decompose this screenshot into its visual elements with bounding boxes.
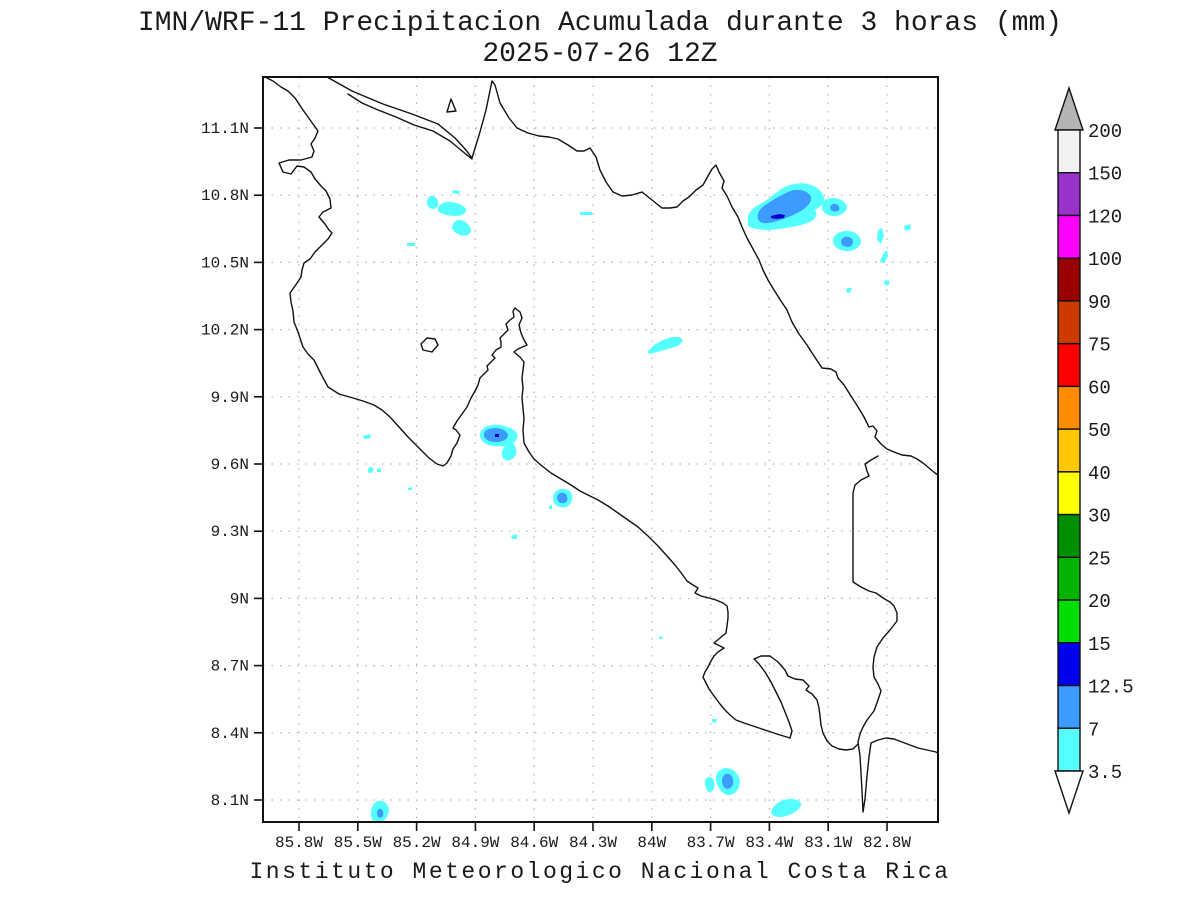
colorbar: 200 150 120 100 90 75 60 50 40 30 25 20 15 12.5 7 3.5 <box>1054 85 1134 816</box>
colorbar-label: 120 <box>1088 206 1122 228</box>
precip-cells-7-12.5mm <box>377 189 853 818</box>
colorbar-segment <box>1057 214 1081 259</box>
y-axis-label: 10.2N <box>201 322 249 340</box>
axis-layer: 85.8W 85.5W 85.2W 84.9W 84.6W 84.3W 84W 83.7W 83… <box>201 120 911 852</box>
colorbar-segment <box>1057 471 1081 516</box>
x-axis-label: 85.2W <box>393 834 441 852</box>
colorbar-label: 3.5 <box>1088 762 1122 784</box>
colorbar-segment <box>1057 257 1081 302</box>
colorbar-under-arrow <box>1054 770 1084 816</box>
x-axis-label: 85.8W <box>275 834 323 852</box>
y-axis-label: 9.6N <box>211 456 249 474</box>
coastline <box>852 455 939 813</box>
x-axis-label: 83.7W <box>687 834 735 852</box>
y-axis-label: 10.8N <box>201 187 249 205</box>
x-axis-label: 84.9W <box>451 834 499 852</box>
y-axis-label: 9.9N <box>211 389 249 407</box>
island-outline <box>420 98 457 353</box>
colorbar-label: 75 <box>1088 335 1111 357</box>
y-axis-label: 8.1N <box>211 792 249 810</box>
chart-subtitle: 2025-07-26 12Z <box>482 39 717 70</box>
colorbar-label: 7 <box>1088 719 1099 741</box>
colorbar-label: 100 <box>1088 249 1122 271</box>
coastline <box>264 76 859 751</box>
grid-layer <box>263 77 938 822</box>
colorbar-label: 40 <box>1088 463 1111 485</box>
coastline-layer <box>264 76 939 813</box>
colorbar-segment <box>1057 300 1081 345</box>
colorbar-segment <box>1057 684 1081 729</box>
x-axis-label: 84.3W <box>569 834 617 852</box>
credit-footer: Instituto Meteorologico Nacional Costa R… <box>250 859 951 885</box>
y-axis-label: 9.3N <box>211 523 249 541</box>
x-axis-label: 83.1W <box>804 834 852 852</box>
x-axis-label: 85.5W <box>334 834 382 852</box>
colorbar-over-arrow <box>1054 85 1084 131</box>
colorbar-segment <box>1057 642 1081 687</box>
colorbar-label: 30 <box>1088 506 1111 528</box>
colorbar-segment <box>1057 599 1081 644</box>
x-axis-label: 84.6W <box>510 834 558 852</box>
x-axis-label: 82.8W <box>863 834 911 852</box>
coastline <box>471 80 939 476</box>
colorbar-segment <box>1057 172 1081 217</box>
colorbar-label: 90 <box>1088 292 1111 314</box>
map-frame <box>262 76 939 823</box>
chart-title: IMN/WRF-11 Precipitacion Acumulada duran… <box>138 8 1062 39</box>
coastline <box>326 76 473 159</box>
colorbar-segment <box>1057 556 1081 601</box>
y-axis-label: 8.7N <box>211 658 249 676</box>
precip-cells-3.5-7mm <box>363 183 911 822</box>
colorbar-label: 12.5 <box>1088 677 1134 699</box>
colorbar-segment <box>1057 342 1081 388</box>
y-axis-label: 10.5N <box>201 254 249 272</box>
y-axis-label: 11.1N <box>201 120 249 138</box>
y-axis-label: 9N <box>230 590 249 608</box>
x-axis-label: 83.4W <box>745 834 793 852</box>
y-axis-label: 8.4N <box>211 725 249 743</box>
colorbar-segment <box>1057 727 1081 772</box>
colorbar-label: 25 <box>1088 548 1111 570</box>
colorbar-label: 15 <box>1088 634 1111 656</box>
precipitation-layer <box>363 183 911 822</box>
precip-cells-12.5-15mm <box>495 214 785 437</box>
colorbar-segment <box>1057 513 1081 559</box>
coastline <box>347 93 473 160</box>
colorbar-segment <box>1057 129 1081 174</box>
colorbar-label: 150 <box>1088 164 1122 186</box>
x-axis-label: 84W <box>637 834 666 852</box>
colorbar-label: 200 <box>1088 121 1122 143</box>
colorbar-label: 50 <box>1088 420 1111 442</box>
colorbar-label: 60 <box>1088 377 1111 399</box>
colorbar-label: 20 <box>1088 591 1111 613</box>
colorbar-segment <box>1057 385 1081 430</box>
colorbar-segment <box>1057 428 1081 473</box>
